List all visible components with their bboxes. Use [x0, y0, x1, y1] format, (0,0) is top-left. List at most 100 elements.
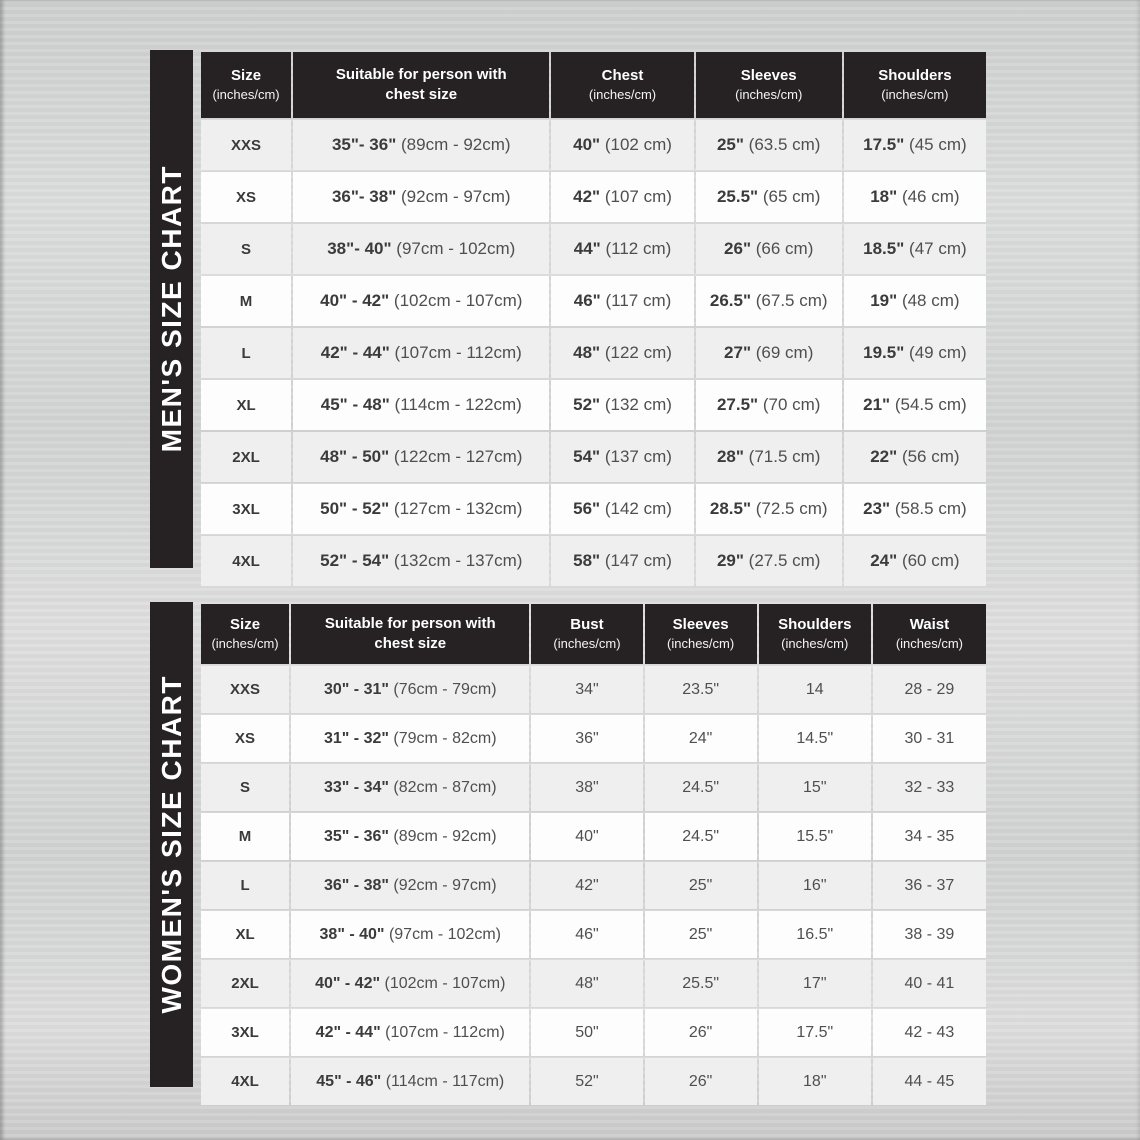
size-cell: S [201, 764, 290, 811]
shoulders-cell: 15" [758, 764, 871, 811]
size-cell: 3XL [201, 484, 292, 534]
sleeves-cell: 26" [644, 1009, 757, 1056]
waist-cell: 28 - 29 [872, 666, 986, 713]
size-cell: 2XL [201, 432, 292, 482]
shoulders-cell: 15.5" [758, 813, 871, 860]
chest-cell: 52" (132 cm) [551, 380, 694, 430]
bust-cell: 46" [531, 911, 643, 958]
bust-cell: 36" [531, 715, 643, 762]
womens-column-header-shoulders: Shoulders (inches/cm) [758, 604, 871, 664]
mens-chart-title: MEN'S SIZE CHART [155, 165, 187, 453]
sleeves-cell: 25.5" (65 cm) [695, 172, 842, 222]
shoulders-cell: 18" (46 cm) [843, 172, 986, 222]
waist-cell: 42 - 43 [872, 1009, 986, 1056]
size-cell: XL [201, 380, 292, 430]
table-row: XS 31" - 32" (79cm - 82cm) 36" 24" 14.5"… [201, 715, 986, 762]
mens-column-header-sleeves: Sleeves (inches/cm) [695, 52, 842, 118]
shoulders-cell: 19" (48 cm) [843, 276, 986, 326]
table-row: 3XL 50" - 52" (127cm - 132cm) 56" (142 c… [201, 484, 986, 534]
chest-cell: 44" (112 cm) [551, 224, 694, 274]
sleeves-cell: 25" (63.5 cm) [695, 120, 842, 170]
table-row: XL 45" - 48" (114cm - 122cm) 52" (132 cm… [201, 380, 986, 430]
sleeves-cell: 26.5" (67.5 cm) [695, 276, 842, 326]
fit-cell: 48" - 50" (122cm - 127cm) [293, 432, 550, 482]
womens-size-table: Size (inches/cm) Suitable for person with… [199, 602, 988, 1107]
bust-cell: 38" [531, 764, 643, 811]
mens-column-header-fit: Suitable for person with chest size [293, 52, 550, 118]
womens-column-header-waist: Waist (inches/cm) [872, 604, 986, 664]
shoulders-cell: 21" (54.5 cm) [843, 380, 986, 430]
sleeves-cell: 26" [644, 1058, 757, 1105]
shoulders-cell: 23" (58.5 cm) [843, 484, 986, 534]
waist-cell: 36 - 37 [872, 862, 986, 909]
fit-cell: 36"- 38" (92cm - 97cm) [293, 172, 550, 222]
size-cell: 3XL [201, 1009, 290, 1056]
fit-cell: 42" - 44" (107cm - 112cm) [291, 1009, 530, 1056]
shoulders-cell: 24" (60 cm) [843, 536, 986, 586]
womens-chart-title: WOMEN'S SIZE CHART [155, 675, 187, 1014]
sleeves-cell: 28" (71.5 cm) [695, 432, 842, 482]
size-cell: L [201, 328, 292, 378]
waist-cell: 44 - 45 [872, 1058, 986, 1105]
table-row: 4XL 45" - 46" (114cm - 117cm) 52" 26" 18… [201, 1058, 986, 1105]
womens-column-header-fit: Suitable for person with chest size [291, 604, 530, 664]
bust-cell: 52" [531, 1058, 643, 1105]
sleeves-cell: 27.5" (70 cm) [695, 380, 842, 430]
fit-cell: 45" - 46" (114cm - 117cm) [291, 1058, 530, 1105]
shoulders-cell: 14.5" [758, 715, 871, 762]
table-row: M 40" - 42" (102cm - 107cm) 46" (117 cm)… [201, 276, 986, 326]
size-cell: XS [201, 715, 290, 762]
sleeves-cell: 25" [644, 862, 757, 909]
waist-cell: 40 - 41 [872, 960, 986, 1007]
size-cell: M [201, 276, 292, 326]
waist-cell: 32 - 33 [872, 764, 986, 811]
size-cell: M [201, 813, 290, 860]
womens-chart-banner: WOMEN'S SIZE CHART [150, 602, 193, 1087]
fit-cell: 40" - 42" (102cm - 107cm) [293, 276, 550, 326]
shoulders-cell: 19.5" (49 cm) [843, 328, 986, 378]
sleeves-cell: 29" (27.5 cm) [695, 536, 842, 586]
size-cell: 4XL [201, 1058, 290, 1105]
table-row: L 42" - 44" (107cm - 112cm) 48" (122 cm)… [201, 328, 986, 378]
bust-cell: 48" [531, 960, 643, 1007]
waist-cell: 38 - 39 [872, 911, 986, 958]
mens-column-header-chest: Chest (inches/cm) [551, 52, 694, 118]
shoulders-cell: 16" [758, 862, 871, 909]
bust-cell: 50" [531, 1009, 643, 1056]
womens-column-header-sleeves: Sleeves (inches/cm) [644, 604, 757, 664]
table-row: S 38"- 40" (97cm - 102cm) 44" (112 cm) 2… [201, 224, 986, 274]
fit-cell: 42" - 44" (107cm - 112cm) [293, 328, 550, 378]
shoulders-cell: 17.5" (45 cm) [843, 120, 986, 170]
table-row: 4XL 52" - 54" (132cm - 137cm) 58" (147 c… [201, 536, 986, 586]
table-row: L 36" - 38" (92cm - 97cm) 42" 25" 16" 36… [201, 862, 986, 909]
size-cell: S [201, 224, 292, 274]
sleeves-cell: 24" [644, 715, 757, 762]
shoulders-cell: 14 [758, 666, 871, 713]
table-row: XL 38" - 40" (97cm - 102cm) 46" 25" 16.5… [201, 911, 986, 958]
fit-cell: 30" - 31" (76cm - 79cm) [291, 666, 530, 713]
size-cell: 4XL [201, 536, 292, 586]
shoulders-cell: 16.5" [758, 911, 871, 958]
fit-cell: 31" - 32" (79cm - 82cm) [291, 715, 530, 762]
size-cell: L [201, 862, 290, 909]
table-row: 2XL 40" - 42" (102cm - 107cm) 48" 25.5" … [201, 960, 986, 1007]
table-row: 2XL 48" - 50" (122cm - 127cm) 54" (137 c… [201, 432, 986, 482]
mens-size-chart-section: MEN'S SIZE CHART Size (inches/cm) Suitabl… [150, 50, 988, 586]
fit-cell: 38"- 40" (97cm - 102cm) [293, 224, 550, 274]
size-cell: XXS [201, 120, 292, 170]
mens-size-table: Size (inches/cm) Suitable for person with… [199, 50, 988, 588]
fit-cell: 52" - 54" (132cm - 137cm) [293, 536, 550, 586]
chest-cell: 58" (147 cm) [551, 536, 694, 586]
sleeves-cell: 24.5" [644, 813, 757, 860]
bust-cell: 42" [531, 862, 643, 909]
sleeves-cell: 28.5" (72.5 cm) [695, 484, 842, 534]
table-row: S 33" - 34" (82cm - 87cm) 38" 24.5" 15" … [201, 764, 986, 811]
shoulders-cell: 18.5" (47 cm) [843, 224, 986, 274]
table-row: 3XL 42" - 44" (107cm - 112cm) 50" 26" 17… [201, 1009, 986, 1056]
mens-column-header-shoulders: Shoulders (inches/cm) [843, 52, 986, 118]
chest-cell: 54" (137 cm) [551, 432, 694, 482]
fit-cell: 35" - 36" (89cm - 92cm) [291, 813, 530, 860]
size-cell: XL [201, 911, 290, 958]
womens-column-header-size: Size (inches/cm) [201, 604, 290, 664]
table-row: XXS 30" - 31" (76cm - 79cm) 34" 23.5" 14… [201, 666, 986, 713]
